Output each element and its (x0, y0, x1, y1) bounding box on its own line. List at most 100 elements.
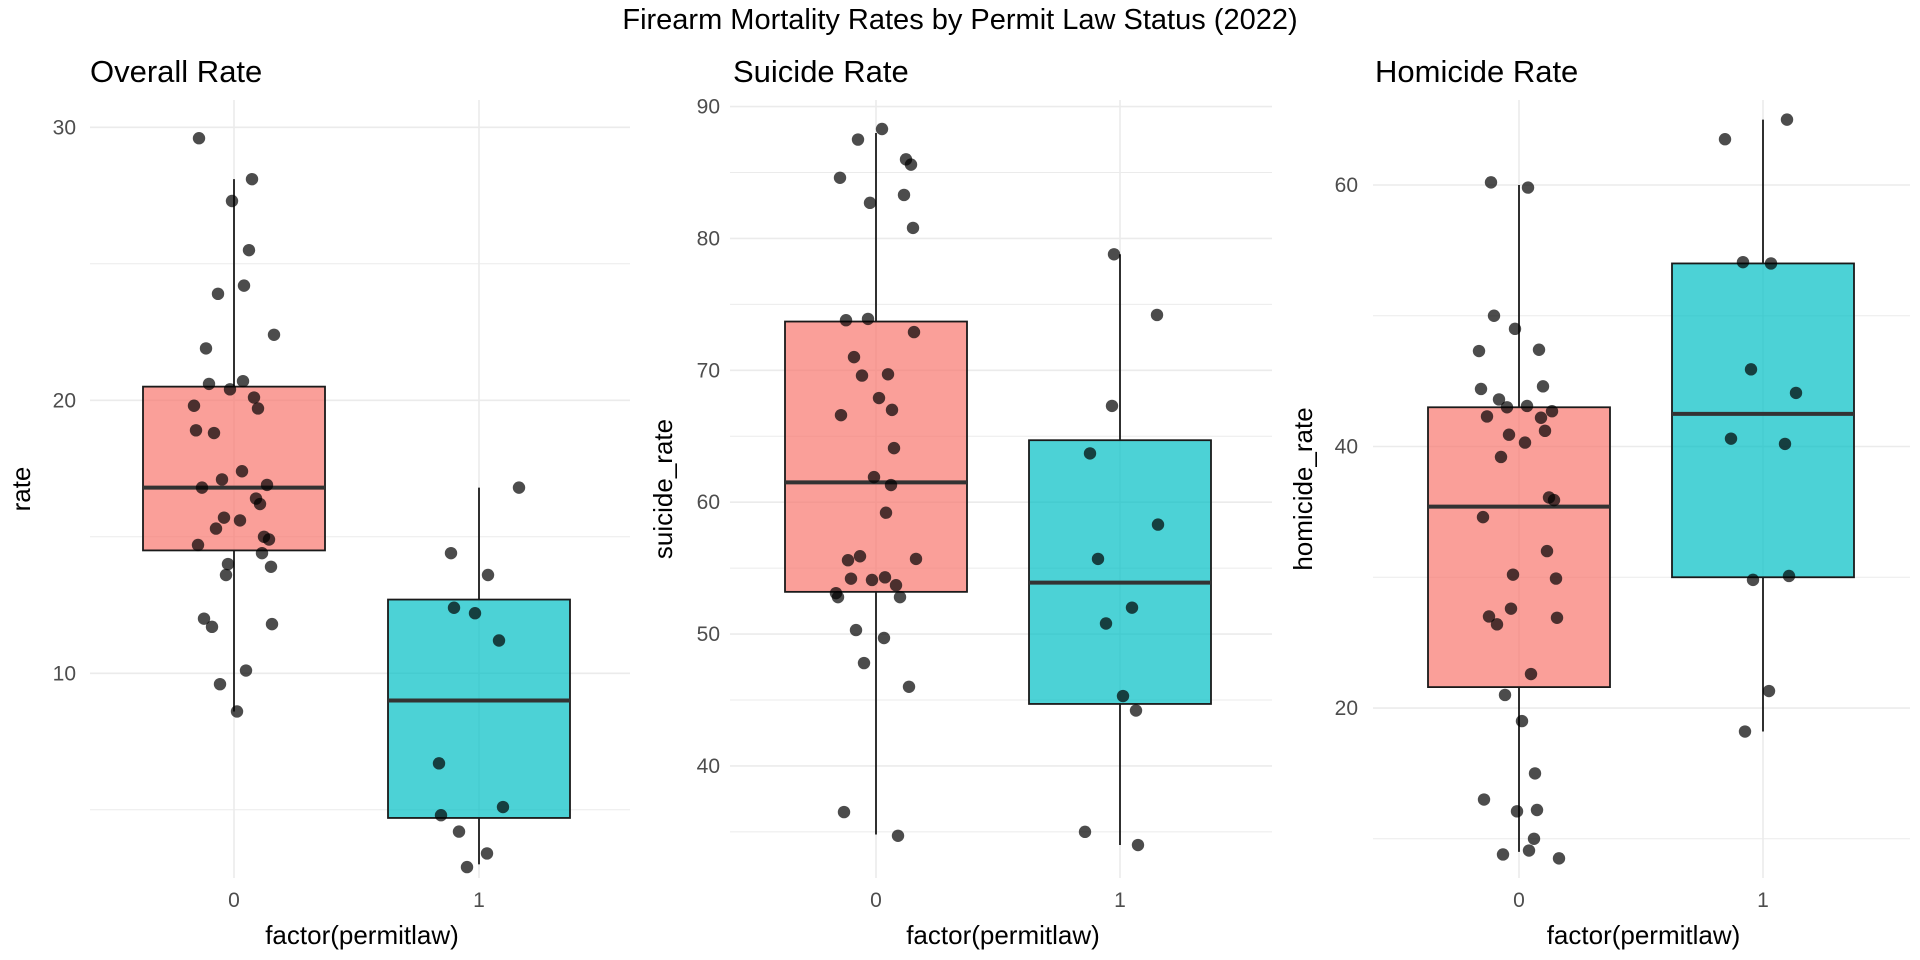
data-point (1105, 399, 1119, 413)
data-point (1518, 436, 1532, 449)
x-tick-label: 0 (228, 889, 240, 912)
data-point (492, 634, 506, 647)
data-point (236, 374, 250, 388)
data-point (480, 847, 494, 860)
y-tick-label: 90 (697, 96, 720, 119)
data-point (875, 122, 889, 136)
data-point (849, 623, 863, 637)
data-point (452, 825, 466, 838)
data-point (902, 680, 916, 693)
data-point (1724, 432, 1738, 445)
data-point (1778, 437, 1792, 451)
data-point (496, 800, 510, 814)
data-point (884, 478, 898, 492)
data-point (881, 368, 895, 381)
data-point (1496, 848, 1510, 861)
data-point (1099, 617, 1113, 630)
data-point (1762, 684, 1776, 698)
data-point (844, 572, 858, 585)
data-point (839, 314, 853, 327)
data-point (1522, 844, 1536, 857)
data-point (831, 590, 845, 604)
data-point (833, 171, 847, 184)
data-point (1494, 450, 1508, 464)
data-point (1550, 611, 1564, 624)
chart-panel-3: 20 40 60 0 1 factor(permitlaw) homicide_rate Ho… (1288, 54, 1910, 950)
data-point (1474, 382, 1488, 396)
y-tick-label: 50 (697, 623, 720, 646)
data-point (205, 620, 219, 634)
data-point (1492, 393, 1506, 406)
box-0 (784, 320, 968, 593)
data-point (1782, 569, 1796, 583)
data-point (434, 809, 448, 822)
x-tick-label: 0 (1513, 889, 1525, 912)
box-1 (1028, 439, 1212, 705)
chart-panel-2: 40 50 60 70 80 90 0 1 factor(permitlaw) suicide_r… (648, 54, 1272, 950)
data-point (1107, 248, 1121, 261)
y-tick-label: 80 (697, 227, 720, 250)
data-point (1484, 176, 1498, 189)
data-point (1549, 572, 1563, 585)
data-point (444, 546, 458, 560)
data-point (907, 325, 921, 339)
data-point (199, 342, 213, 355)
data-point (1738, 725, 1752, 738)
data-point (215, 473, 229, 486)
data-point (267, 328, 281, 341)
data-point (481, 568, 495, 582)
x-tick-label: 1 (1757, 889, 1769, 912)
y-tick-label: 20 (1335, 697, 1358, 720)
data-point (265, 617, 279, 631)
data-point (211, 287, 225, 301)
data-point (1129, 704, 1143, 717)
data-point (867, 470, 881, 484)
data-point (1528, 767, 1542, 780)
data-point (1545, 405, 1559, 418)
data-point (209, 522, 223, 535)
data-point (1520, 399, 1534, 413)
panel-title: Homicide Rate (1375, 54, 1578, 89)
data-point (217, 511, 231, 524)
data-point (863, 196, 877, 210)
data-point (1508, 322, 1522, 336)
data-point (1718, 133, 1732, 146)
y-tick-label: 30 (53, 116, 76, 139)
data-point (893, 590, 907, 604)
data-point (225, 194, 239, 208)
data-point (1116, 689, 1130, 703)
panel-title: Suicide Rate (733, 54, 909, 89)
data-point (1506, 568, 1520, 581)
data-point (855, 369, 869, 382)
data-point (1125, 601, 1139, 614)
data-point (1078, 825, 1092, 839)
data-point (235, 465, 249, 478)
data-point (512, 481, 526, 494)
data-point (245, 172, 259, 186)
data-point (878, 571, 892, 584)
data-point (1536, 380, 1550, 393)
data-point (251, 402, 265, 415)
data-point (1736, 255, 1750, 269)
data-point (202, 377, 216, 391)
data-point (1538, 424, 1552, 438)
data-point (1532, 343, 1546, 356)
data-point (865, 573, 879, 587)
data-point (1083, 447, 1097, 460)
data-point (239, 664, 253, 677)
y-axis-label: rate (6, 467, 36, 512)
data-point (1780, 113, 1794, 126)
data-point (460, 860, 474, 874)
data-point (861, 312, 875, 326)
y-tick-label: 70 (697, 359, 720, 382)
data-point (230, 705, 244, 718)
data-point (1490, 618, 1504, 631)
x-axis-label: factor(permitlaw) (1547, 920, 1741, 950)
data-point (1498, 688, 1512, 702)
data-point (891, 829, 905, 843)
data-point (837, 805, 851, 819)
data-point (897, 188, 911, 202)
data-point (1480, 410, 1494, 423)
data-point (1540, 544, 1554, 558)
data-point (187, 399, 201, 412)
